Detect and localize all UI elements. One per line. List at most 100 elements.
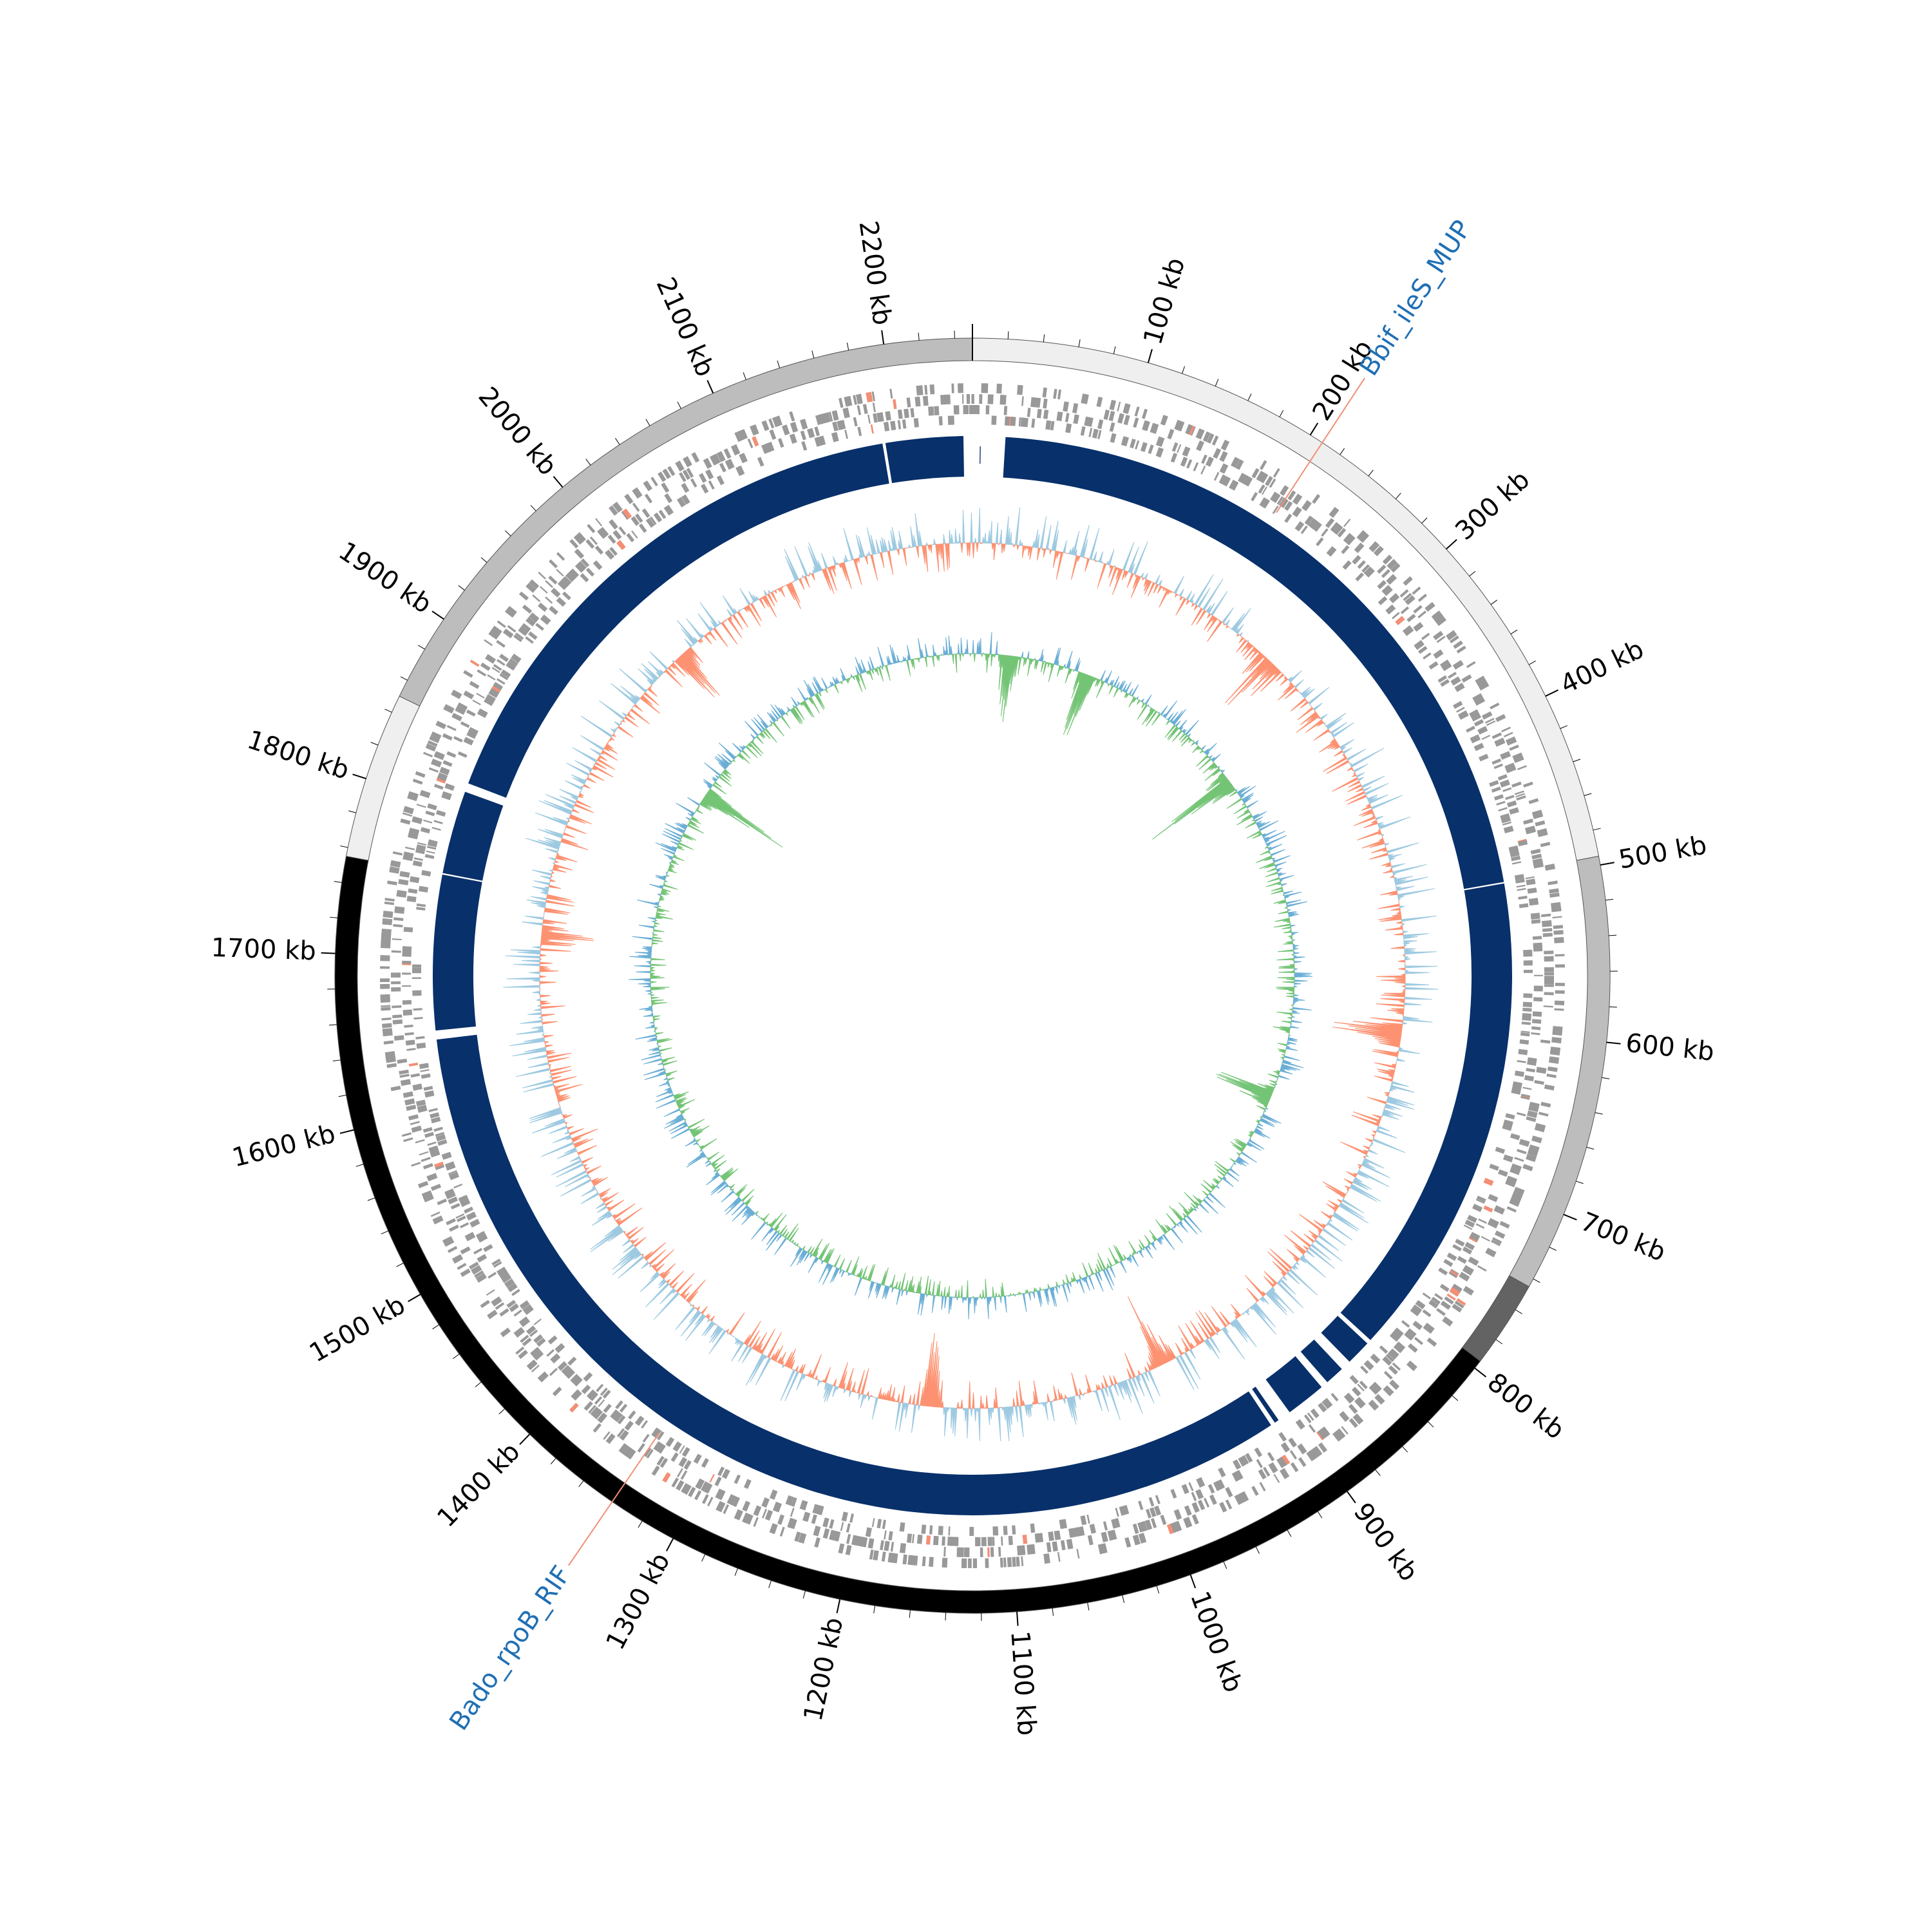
- gene-feature: [1382, 1356, 1392, 1366]
- gene-feature: [422, 1127, 433, 1133]
- gene-feature: [513, 1309, 522, 1317]
- gene-feature: [1043, 1553, 1048, 1564]
- gene-feature: [1016, 1557, 1020, 1567]
- gene-feature: [678, 1457, 688, 1468]
- rna-feature: [752, 436, 759, 447]
- minor-tick: [1113, 346, 1116, 354]
- minor-tick: [475, 1381, 482, 1388]
- gene-feature: [990, 1547, 994, 1557]
- gene-feature: [924, 384, 928, 395]
- gene-feature: [934, 406, 940, 415]
- gene-feature: [1469, 709, 1480, 719]
- gene-feature: [1533, 938, 1542, 940]
- gene-feature: [427, 803, 437, 810]
- gene-feature: [1254, 1448, 1262, 1457]
- gene-feature: [1331, 1392, 1339, 1402]
- gene-feature: [638, 523, 647, 533]
- gene-feature: [1509, 848, 1519, 853]
- gene-feature: [594, 560, 603, 569]
- gene-feature: [1213, 471, 1220, 481]
- gene-feature: [384, 1051, 395, 1057]
- gene-feature: [957, 405, 960, 415]
- gene-feature: [1463, 1224, 1473, 1230]
- gene-feature: [1549, 1052, 1560, 1056]
- gene-feature: [761, 445, 766, 454]
- gene-feature: [628, 1450, 636, 1460]
- gene-feature: [1523, 952, 1533, 957]
- minor-tick: [458, 585, 465, 591]
- minor-tick: [1007, 331, 1009, 339]
- gene-feature: [557, 580, 568, 591]
- gene-feature: [526, 1325, 536, 1335]
- minor-tick: [338, 1095, 346, 1097]
- gene-feature: [1110, 433, 1117, 443]
- gene-feature: [1030, 1523, 1036, 1533]
- gene-feature: [549, 1368, 558, 1376]
- gene-feature: [1138, 1533, 1147, 1544]
- gene-feature: [912, 1534, 914, 1544]
- gene-feature: [1108, 410, 1115, 422]
- minor-tick: [480, 557, 488, 563]
- blast-segment: [885, 436, 965, 484]
- gene-feature: [426, 850, 435, 854]
- minor-tick: [909, 1610, 911, 1618]
- gene-feature: [929, 384, 935, 395]
- gene-feature: [507, 1283, 518, 1293]
- gene-feature: [645, 518, 655, 528]
- gene-feature: [1242, 475, 1251, 486]
- gene-feature: [1356, 1399, 1364, 1407]
- gene-feature: [1547, 1066, 1558, 1072]
- gene-feature: [658, 511, 665, 519]
- gene-feature: [1209, 1494, 1217, 1505]
- gene-feature: [493, 664, 502, 671]
- gene-feature: [381, 928, 392, 935]
- gene-feature: [1505, 795, 1515, 800]
- gene-feature: [1514, 874, 1524, 881]
- minor-tick: [1510, 629, 1518, 634]
- gene-feature: [518, 1316, 529, 1325]
- gene-feature: [1306, 1451, 1316, 1462]
- gene-feature: [1492, 1237, 1502, 1244]
- gene-feature: [743, 1513, 750, 1524]
- rna-feature: [987, 1547, 990, 1557]
- gene-feature: [1193, 462, 1199, 471]
- gene-feature: [1544, 1084, 1555, 1091]
- minor-tick: [1078, 339, 1081, 347]
- gene-feature: [1405, 596, 1416, 605]
- gene-feature: [815, 426, 820, 436]
- gene-feature: [1544, 984, 1554, 987]
- gene-feature: [488, 629, 500, 640]
- gene-feature: [468, 726, 478, 735]
- gene-feature: [540, 616, 550, 625]
- gene-feature: [1393, 1344, 1403, 1354]
- gene-feature: [884, 1530, 887, 1540]
- minor-tick: [1490, 600, 1498, 605]
- gene-feature: [1321, 528, 1329, 537]
- gene-feature: [686, 468, 694, 478]
- gene-feature: [500, 669, 511, 678]
- gene-feature: [1356, 530, 1367, 541]
- gene-feature: [902, 1554, 907, 1565]
- gene-feature: [681, 1446, 690, 1457]
- gene-feature: [701, 1458, 708, 1468]
- gene-feature: [1406, 614, 1416, 623]
- gene-feature: [632, 502, 640, 512]
- gene-feature: [1355, 1397, 1366, 1408]
- gene-feature: [1424, 1322, 1435, 1332]
- gene-feature: [1084, 394, 1089, 404]
- gene-feature: [1357, 1383, 1365, 1392]
- minor-tick: [1247, 393, 1252, 401]
- major-tick: [1016, 1611, 1019, 1626]
- gene-feature: [1392, 1362, 1401, 1371]
- gene-feature: [661, 482, 670, 493]
- gene-feature: [428, 839, 438, 847]
- gene-feature: [416, 907, 426, 911]
- gene-feature: [1543, 1005, 1553, 1008]
- gene-feature: [1414, 1336, 1423, 1345]
- major-tick: [881, 330, 885, 345]
- gene-feature: [1502, 821, 1512, 826]
- gene-feature: [1294, 521, 1305, 532]
- gene-feature: [1512, 753, 1524, 761]
- gene-feature: [1428, 661, 1439, 670]
